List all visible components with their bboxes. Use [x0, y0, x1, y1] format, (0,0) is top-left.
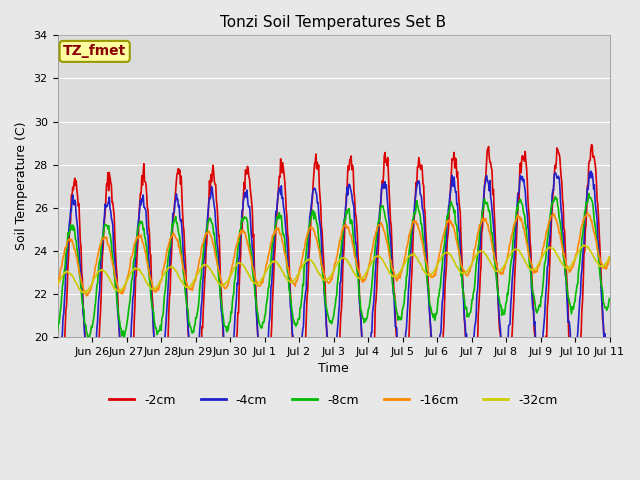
- -2cm: [588, 142, 595, 147]
- -2cm: [530, 308, 538, 314]
- -8cm: [530, 291, 538, 297]
- Legend: -2cm, -4cm, -8cm, -16cm, -32cm: -2cm, -4cm, -8cm, -16cm, -32cm: [104, 389, 563, 412]
- -32cm: [375, 254, 383, 260]
- -32cm: [54, 282, 61, 288]
- Line: -16cm: -16cm: [58, 213, 609, 296]
- -16cm: [605, 254, 613, 260]
- -32cm: [530, 266, 538, 272]
- -32cm: [88, 280, 96, 286]
- -2cm: [54, 424, 61, 430]
- -4cm: [530, 306, 538, 312]
- -4cm: [406, 269, 413, 275]
- -16cm: [473, 237, 481, 243]
- -4cm: [375, 224, 383, 229]
- -8cm: [54, 328, 61, 334]
- -8cm: [375, 217, 383, 223]
- -32cm: [579, 242, 587, 248]
- -2cm: [406, 309, 413, 315]
- -8cm: [389, 286, 397, 291]
- -2cm: [389, 272, 397, 277]
- Line: -8cm: -8cm: [58, 193, 609, 339]
- -8cm: [88, 324, 96, 330]
- -16cm: [375, 222, 383, 228]
- Y-axis label: Soil Temperature (C): Soil Temperature (C): [15, 122, 28, 251]
- Text: TZ_fmet: TZ_fmet: [63, 44, 126, 59]
- X-axis label: Time: Time: [318, 362, 349, 375]
- -32cm: [406, 253, 413, 259]
- -32cm: [605, 254, 613, 260]
- -2cm: [375, 237, 383, 243]
- -8cm: [406, 243, 413, 249]
- -32cm: [389, 273, 397, 278]
- -16cm: [54, 284, 61, 289]
- -4cm: [54, 375, 61, 381]
- -2cm: [88, 433, 95, 439]
- -32cm: [473, 252, 481, 258]
- -8cm: [585, 191, 593, 196]
- -4cm: [587, 168, 595, 174]
- -2cm: [473, 354, 481, 360]
- Title: Tonzi Soil Temperatures Set B: Tonzi Soil Temperatures Set B: [220, 15, 447, 30]
- Line: -2cm: -2cm: [58, 144, 609, 436]
- Line: -4cm: -4cm: [58, 171, 609, 385]
- -8cm: [605, 296, 613, 301]
- -4cm: [473, 292, 481, 298]
- -16cm: [88, 282, 96, 288]
- -16cm: [584, 210, 591, 216]
- -4cm: [88, 379, 96, 384]
- -16cm: [530, 267, 538, 273]
- -4cm: [389, 290, 397, 296]
- Line: -32cm: -32cm: [58, 245, 609, 293]
- -8cm: [473, 258, 481, 264]
- -2cm: [605, 395, 613, 400]
- -16cm: [389, 269, 397, 275]
- -4cm: [87, 382, 95, 388]
- -2cm: [88, 423, 96, 429]
- -16cm: [406, 231, 413, 237]
- -8cm: [84, 336, 92, 342]
- -32cm: [79, 290, 87, 296]
- -16cm: [83, 293, 90, 299]
- -4cm: [605, 349, 613, 355]
